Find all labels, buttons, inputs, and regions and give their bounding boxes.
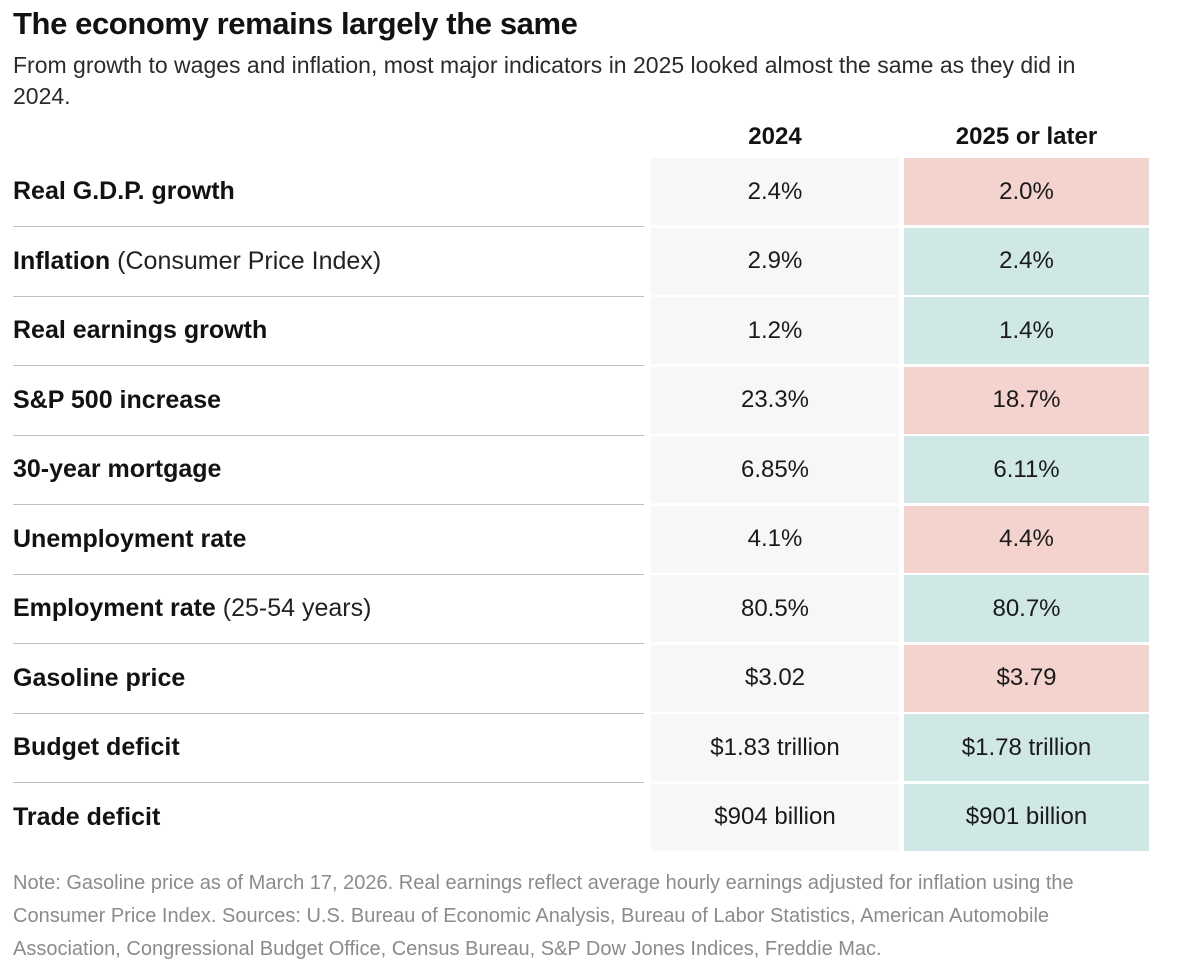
table-row: Unemployment rate 4.1% 4.4% bbox=[13, 505, 1150, 575]
row-label-text: Real earnings growth bbox=[13, 316, 268, 344]
footnote: Note: Gasoline price as of March 17, 202… bbox=[13, 871, 1074, 960]
value-2024: 80.5% bbox=[651, 575, 899, 642]
value-2024: 2.4% bbox=[651, 158, 899, 225]
row-label-text: Employment rate bbox=[13, 594, 216, 622]
row-label: Unemployment rate bbox=[13, 506, 644, 575]
value-2024: 23.3% bbox=[651, 366, 899, 434]
row-label: S&P 500 increase bbox=[13, 367, 644, 436]
row-label-text: Budget deficit bbox=[13, 733, 180, 761]
value-2025-or-later: 18.7% bbox=[904, 366, 1149, 434]
value-2025-or-later: 4.4% bbox=[904, 505, 1149, 573]
value-2024: 4.1% bbox=[651, 505, 899, 573]
row-label: Gasoline price bbox=[13, 645, 644, 714]
row-label-text: Unemployment rate bbox=[13, 524, 247, 553]
value-2024: $904 billion bbox=[651, 783, 899, 851]
value-2024: $1.83 trillion bbox=[651, 714, 899, 781]
table-row: Gasoline price $3.02 $3.79 bbox=[13, 644, 1150, 714]
row-label-text: Inflation bbox=[13, 246, 111, 275]
column-header-2025-or-later: 2025 or later bbox=[955, 123, 1098, 150]
value-2025-or-later: 1.4% bbox=[904, 297, 1149, 364]
value-2025-or-later: 6.11% bbox=[904, 436, 1149, 503]
table-row: 30-year mortgage 6.85% 6.11% bbox=[13, 436, 1150, 505]
row-label-text: 30-year mortgage bbox=[13, 455, 222, 483]
value-2024: 2.9% bbox=[651, 227, 899, 295]
row-label-qualifier: (25-54 years) bbox=[215, 594, 372, 622]
table-body: Real G.D.P. growth 2.4% 2.0% Inflation (Con… bbox=[13, 158, 1150, 851]
row-label-text: Gasoline price bbox=[13, 663, 186, 692]
value-2025-or-later: 2.4% bbox=[904, 227, 1149, 295]
value-2025-or-later: 2.0% bbox=[904, 158, 1149, 225]
value-2025-or-later: $3.79 bbox=[904, 644, 1149, 712]
table-row: Real earnings growth 1.2% 1.4% bbox=[13, 297, 1150, 366]
value-2025-or-later: $1.78 trillion bbox=[904, 714, 1149, 781]
row-label: Trade deficit bbox=[13, 784, 644, 851]
table-header-row: 2024 2025 or later bbox=[13, 112, 1150, 158]
row-label: Budget deficit bbox=[13, 714, 644, 783]
row-label-qualifier: (Consumer Price Index) bbox=[110, 246, 382, 275]
page-subtitle: From growth to wages and inflation, most… bbox=[13, 52, 1076, 109]
table-row: Budget deficit $1.83 trillion $1.78 trilli… bbox=[13, 714, 1150, 783]
value-2024: 1.2% bbox=[651, 297, 899, 364]
value-2024: $3.02 bbox=[651, 644, 899, 712]
table-row: Employment rate (25-54 years) 80.5% 80.7% bbox=[13, 575, 1150, 644]
table-row: Trade deficit $904 billion $901 billion bbox=[13, 783, 1150, 851]
row-label-text: Real G.D.P. growth bbox=[13, 177, 235, 205]
row-label: Employment rate (25-54 years) bbox=[13, 575, 644, 644]
table-row: Real G.D.P. growth 2.4% 2.0% bbox=[13, 158, 1150, 227]
row-label-text: S&P 500 increase bbox=[13, 385, 222, 414]
row-label: Inflation (Consumer Price Index) bbox=[13, 228, 644, 297]
row-label: 30-year mortgage bbox=[13, 436, 644, 505]
row-label: Real earnings growth bbox=[13, 297, 644, 366]
value-2025-or-later: 80.7% bbox=[904, 575, 1149, 642]
row-label-text: Trade deficit bbox=[13, 802, 161, 831]
page-title: The economy remains largely the same bbox=[13, 6, 578, 41]
value-2025-or-later: $901 billion bbox=[904, 783, 1149, 851]
column-header-2024: 2024 bbox=[748, 123, 802, 150]
value-2024: 6.85% bbox=[651, 436, 899, 503]
table-row: Inflation (Consumer Price Index) 2.9% 2.4% bbox=[13, 227, 1150, 297]
table-row: S&P 500 increase 23.3% 18.7% bbox=[13, 366, 1150, 436]
row-label: Real G.D.P. growth bbox=[13, 158, 644, 227]
